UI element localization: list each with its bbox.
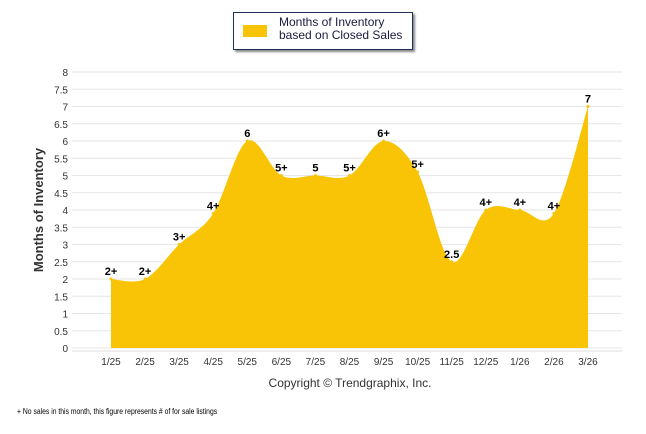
data-point [245,139,249,143]
y-tick-label: 4.5 [54,189,68,200]
y-tick-label: 3 [62,241,68,252]
x-tick-label: 3/25 [169,357,189,368]
x-tick-label: 2/25 [135,357,155,368]
data-label: 2+ [105,266,118,278]
x-tick-label: 3/26 [578,357,598,368]
x-tick-label: 8/25 [340,357,360,368]
y-tick-label: 6.5 [54,120,68,131]
legend-label: Months of Inventory based on Closed Sale… [279,15,403,42]
data-point [552,211,556,215]
data-point [109,277,113,281]
x-tick-label: 6/25 [272,357,292,368]
y-axis-title: Months of Inventory [31,147,46,272]
chart: 0 0.5 1 1.5 2 2.5 3 3.5 4 4.5 5 5.5 6 6.5 7 7.5 8 1/25 2/2… [31,68,622,390]
x-tick-label: 12/25 [473,357,498,368]
data-point [518,208,522,212]
x-tick-label: 7/25 [306,357,326,368]
y-tick-label: 0 [62,344,68,355]
data-point [279,174,283,177]
y-tick-label: 4 [62,206,68,217]
data-point [450,260,454,264]
x-tick-label: 9/25 [374,357,394,368]
data-point [484,208,488,212]
data-label: 5+ [411,159,424,171]
data-label: 2.5 [444,249,459,261]
y-tick-label: 5.5 [54,154,68,165]
area-series [111,106,588,348]
data-label: 3+ [173,232,186,244]
data-label: 5+ [275,163,288,175]
data-label: 2+ [139,266,152,278]
data-point [211,211,215,215]
legend: Months of Inventory based on Closed Sale… [233,12,413,50]
y-tick-label: 3.5 [54,223,68,234]
x-tick-label: 1/25 [101,357,121,368]
data-label: 7 [585,94,591,106]
y-tick-label: 5 [62,172,68,183]
data-point [586,105,590,108]
x-tick-label: 5/25 [238,357,258,368]
data-point [347,174,351,177]
data-point [143,277,147,281]
data-point [177,243,181,246]
x-tick-label: 10/25 [405,357,430,368]
data-label: 4+ [479,197,492,209]
data-label: 4+ [548,200,561,212]
y-tick-label: 8 [62,68,68,79]
data-label: 6 [244,128,250,140]
y-tick-label: 1.5 [54,292,68,303]
y-tick-label: 7.5 [54,85,68,96]
data-label: 4+ [207,200,220,212]
data-label: 6+ [377,128,390,140]
data-label: 5+ [343,163,356,175]
data-point [382,139,386,143]
data-point [313,174,317,177]
data-point [416,170,420,174]
y-tick-label: 0.5 [54,327,68,338]
y-tick-label: 1 [62,310,68,321]
footnote: + No sales in this month, this figure re… [17,407,218,416]
x-tick-label: 4/25 [203,357,223,368]
data-label: 5 [312,163,318,175]
y-tick-label: 6 [62,137,68,148]
data-label: 4+ [514,197,527,209]
x-axis-title: Copyright © Trendgraphix, Inc. [269,376,432,390]
x-tick-label: 11/25 [440,357,465,368]
y-tick-label: 2 [62,275,68,286]
x-tick-label: 1/26 [510,357,530,368]
y-tick-label: 2.5 [54,258,68,269]
x-tick-label: 2/26 [544,357,564,368]
y-tick-label: 7 [62,103,68,114]
legend-swatch [243,25,267,37]
